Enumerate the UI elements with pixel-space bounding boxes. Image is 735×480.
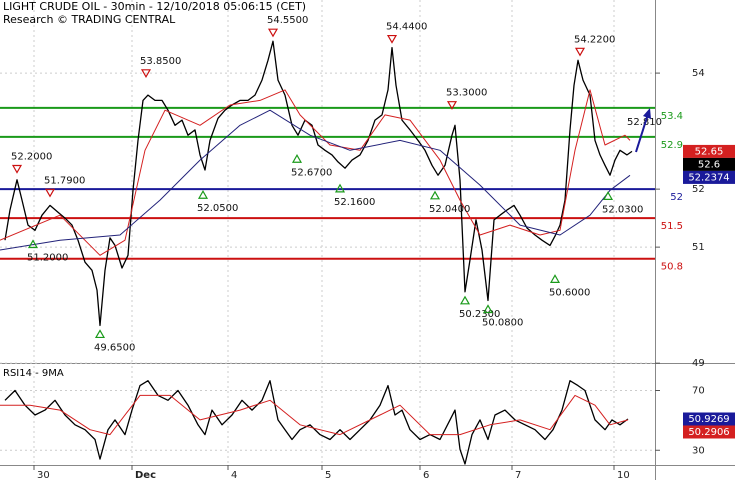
x-tick-label: 10 [617,470,630,480]
low-label: 50.2300 [459,309,500,320]
low-marker [482,304,494,314]
high-label: 53.3000 [446,88,487,99]
forecast-arrowhead [643,108,651,119]
level-label: 53.4 [661,111,683,122]
high-label: 51.7900 [44,175,85,186]
price-tag-label: 52.2374 [688,172,729,183]
level-label: 52.9 [661,140,683,151]
low-label: 51.2000 [27,253,68,264]
chart-title: LIGHT CRUDE OIL - 30min - 12/10/2018 05:… [3,0,306,13]
price-tag-label: 52.65 [695,146,724,157]
rsi-title: RSI14 - 9MA [3,368,64,379]
price-tag-label: 52.6 [698,159,720,170]
x-tick-label: Dec [135,470,156,480]
chart-subtitle: Research © TRADING CENTRAL [3,13,176,26]
low-marker [291,154,303,163]
price-tag-label: 50.2906 [688,427,729,438]
x-tick-label: 7 [515,470,521,480]
high-label: 54.5500 [267,15,308,26]
high-label: 54.2200 [574,34,615,45]
low-label: 50.0800 [482,318,523,329]
average-line [0,89,631,256]
low-marker [602,191,614,200]
price-tag [683,412,735,426]
price-tag [683,144,735,158]
low-label: 52.0300 [602,204,643,215]
low-label: 49.6500 [94,342,135,353]
high-label: 54.4400 [386,22,427,33]
level-label: 51.5 [661,221,683,232]
low-marker [27,239,39,249]
level-label: 52 [670,192,683,203]
high-marker [574,47,586,57]
price-line [4,40,633,327]
low-marker [429,190,441,200]
high-marker [44,188,56,198]
high-marker [386,34,398,44]
low-marker [459,295,471,305]
y-tick-label: 54 [692,68,705,79]
forecast-arrow [635,113,649,153]
high-marker [267,28,279,38]
low-marker [549,274,561,283]
price-line [4,380,629,465]
high-label: 53.8500 [140,56,181,67]
level-label: 50.8 [661,262,683,273]
high-marker [11,164,23,174]
y-tick-label: 49 [692,358,705,369]
high-marker [446,101,458,110]
low-label: 52.0500 [197,203,238,214]
price-tag [683,170,735,184]
y-tick-label: 30 [692,445,705,456]
average-line [0,394,629,436]
low-marker [334,183,346,193]
x-tick-label: 4 [231,470,237,480]
price-tag [683,157,735,171]
y-tick-label: 52 [692,184,705,195]
x-tick-label: 30 [37,470,50,480]
low-label: 50.6000 [549,287,590,298]
y-tick-label: 70 [692,386,705,397]
high-label: 52.2000 [11,152,52,163]
price-tag [683,425,735,439]
price-tag-label: 50.9269 [688,414,729,425]
low-label: 52.0400 [429,204,470,215]
low-marker [197,190,209,199]
high-marker [140,69,152,79]
x-tick-label: 6 [423,470,429,480]
x-tick-label: 5 [325,470,331,480]
y-tick-label: 51 [692,242,705,253]
low-marker [94,329,106,339]
average-line [0,109,631,251]
low-label: 52.6700 [291,167,332,178]
low-label: 52.1600 [334,197,375,208]
